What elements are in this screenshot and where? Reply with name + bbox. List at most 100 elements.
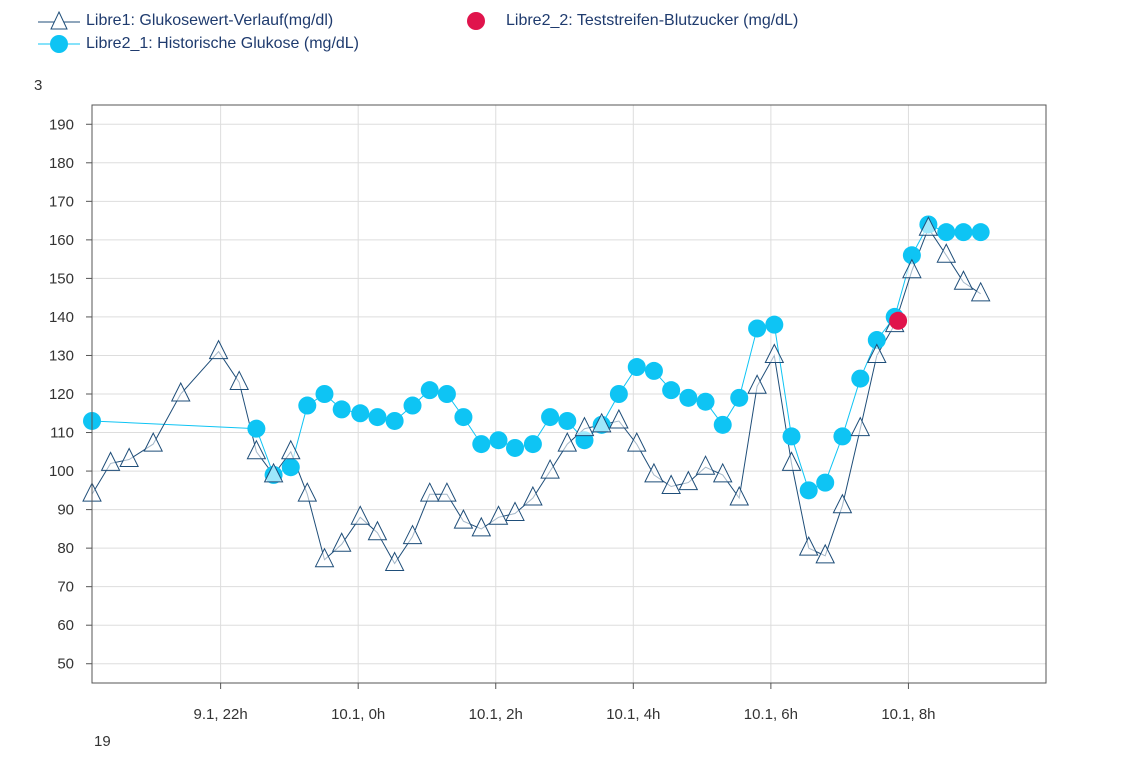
libre2-1-point	[696, 392, 715, 411]
libre2-1-point	[765, 315, 784, 334]
x-tick-label: 10.1, 8h	[881, 706, 935, 723]
libre2-1-point	[489, 431, 508, 450]
libre2-1-point	[506, 438, 525, 457]
circle-marker-icon	[38, 35, 80, 53]
y-tick-label: 130	[49, 347, 74, 364]
libre1-point	[902, 258, 922, 279]
legend-label-libre2-2: Libre2_2: Teststreifen-Blutzucker (mg/dL…	[506, 12, 799, 29]
libre1-point	[661, 474, 681, 494]
libre2-1-point	[351, 404, 370, 423]
libre1-point	[402, 524, 423, 545]
libre1-point	[523, 485, 543, 506]
libre1-point	[488, 505, 509, 525]
libre2-1-point	[454, 408, 473, 427]
libre2-1-point	[385, 411, 404, 430]
libre1-point	[729, 485, 750, 506]
x-tick-label: 10.1, 0h	[331, 706, 385, 723]
libre1-point	[866, 343, 887, 363]
libre1-point	[712, 462, 733, 483]
libre1-point	[246, 439, 267, 460]
libre2-1-point	[298, 396, 317, 415]
libre1-point	[119, 447, 139, 468]
y-tick-label: 90	[57, 502, 74, 519]
libre2-2-point	[889, 311, 908, 330]
y-tick-label: 170	[49, 193, 74, 210]
y-tick-label: 80	[57, 540, 74, 557]
legend-item-libre1: Libre1: Glukosewert-Verlauf(mg/dl)	[38, 9, 333, 33]
corner-label-bottom: 19	[94, 733, 111, 750]
libre1-point	[263, 462, 284, 483]
libre1-point	[367, 520, 388, 541]
libre1-point	[350, 505, 371, 525]
legend-item-libre2-1: Libre2_1: Historische Glukose (mg/dL)	[38, 32, 359, 56]
libre2-1-point	[315, 385, 334, 403]
libre1-point	[540, 458, 560, 479]
libre2-1-point	[644, 361, 663, 380]
libre2-1-point	[867, 331, 886, 350]
libre2-1-point	[799, 481, 818, 500]
x-tick-label: 10.1, 4h	[606, 706, 660, 723]
libre1-point	[297, 482, 318, 502]
libre1-point	[695, 455, 716, 475]
libre1-point	[591, 412, 612, 433]
libre2-1-point	[679, 388, 698, 407]
libre1-point	[453, 509, 474, 529]
libre1-point	[609, 408, 629, 429]
libre1-point	[970, 281, 991, 302]
libre1-point	[936, 243, 957, 263]
y-tick-label: 190	[49, 116, 74, 133]
legend-item-libre2-2: Libre2_2: Teststreifen-Blutzucker (mg/dL…	[466, 9, 798, 33]
libre2-1-point	[558, 411, 577, 430]
y-tick-label: 110	[50, 425, 74, 442]
libre2-1-point	[523, 435, 542, 454]
libre2-1-point	[281, 458, 300, 477]
libre2-1-point	[420, 381, 439, 400]
libre2-1-point	[937, 223, 956, 242]
libre2-1-point	[954, 223, 973, 242]
libre1-point	[314, 547, 335, 568]
libre1-point	[557, 431, 578, 452]
libre1-point	[574, 416, 595, 437]
libre1-point	[384, 551, 405, 572]
libre1-point	[678, 470, 699, 491]
libre1-point	[764, 343, 785, 363]
libre2-1-point	[851, 369, 870, 388]
corner-label-top: 3	[34, 77, 43, 94]
libre2-1-point	[627, 358, 646, 377]
libre1-point	[208, 339, 229, 360]
libre2-1-point	[332, 400, 351, 419]
libre1-point	[644, 462, 664, 483]
y-tick-label: 100	[49, 463, 74, 480]
y-tick-label: 140	[49, 309, 74, 326]
libre2-1-point	[713, 415, 732, 434]
libre2-1-point	[368, 408, 387, 427]
libre2-1-point	[403, 396, 422, 415]
y-tick-label: 50	[57, 656, 74, 673]
libre1-point	[471, 516, 492, 537]
legend-label-libre2-1: Libre2_1: Historische Glukose (mg/dL)	[86, 35, 360, 52]
libre2-1-point	[816, 473, 835, 492]
libre2-1-point	[902, 246, 921, 265]
libre1-point	[781, 451, 802, 471]
x-tick-label: 10.1, 6h	[744, 706, 798, 723]
libre2-1-point	[730, 388, 749, 407]
y-tick-label: 70	[57, 579, 74, 596]
libre1-point	[747, 374, 767, 394]
x-tick-label: 10.1, 2h	[469, 706, 523, 723]
libre2-1-point	[247, 419, 266, 438]
y-tick-label: 160	[49, 232, 74, 249]
libre1-point	[798, 536, 819, 556]
libre1-point	[143, 431, 164, 452]
y-tick-label: 60	[57, 617, 74, 634]
libre1-point	[815, 543, 836, 564]
libre2-1-point	[748, 319, 767, 338]
chart-legend: Libre1: Glukosewert-Verlauf(mg/dl) Libre…	[0, 0, 1144, 60]
libre2-1-point	[541, 408, 560, 427]
legend-label-libre1: Libre1: Glukosewert-Verlauf(mg/dl)	[86, 12, 334, 29]
libre1-point	[419, 482, 440, 502]
x-tick-label: 9.1, 22h	[194, 706, 248, 723]
red-circle-marker-icon	[467, 12, 485, 30]
libre1-point	[331, 532, 352, 552]
libre1-point	[626, 431, 647, 452]
libre1-point	[100, 451, 121, 471]
